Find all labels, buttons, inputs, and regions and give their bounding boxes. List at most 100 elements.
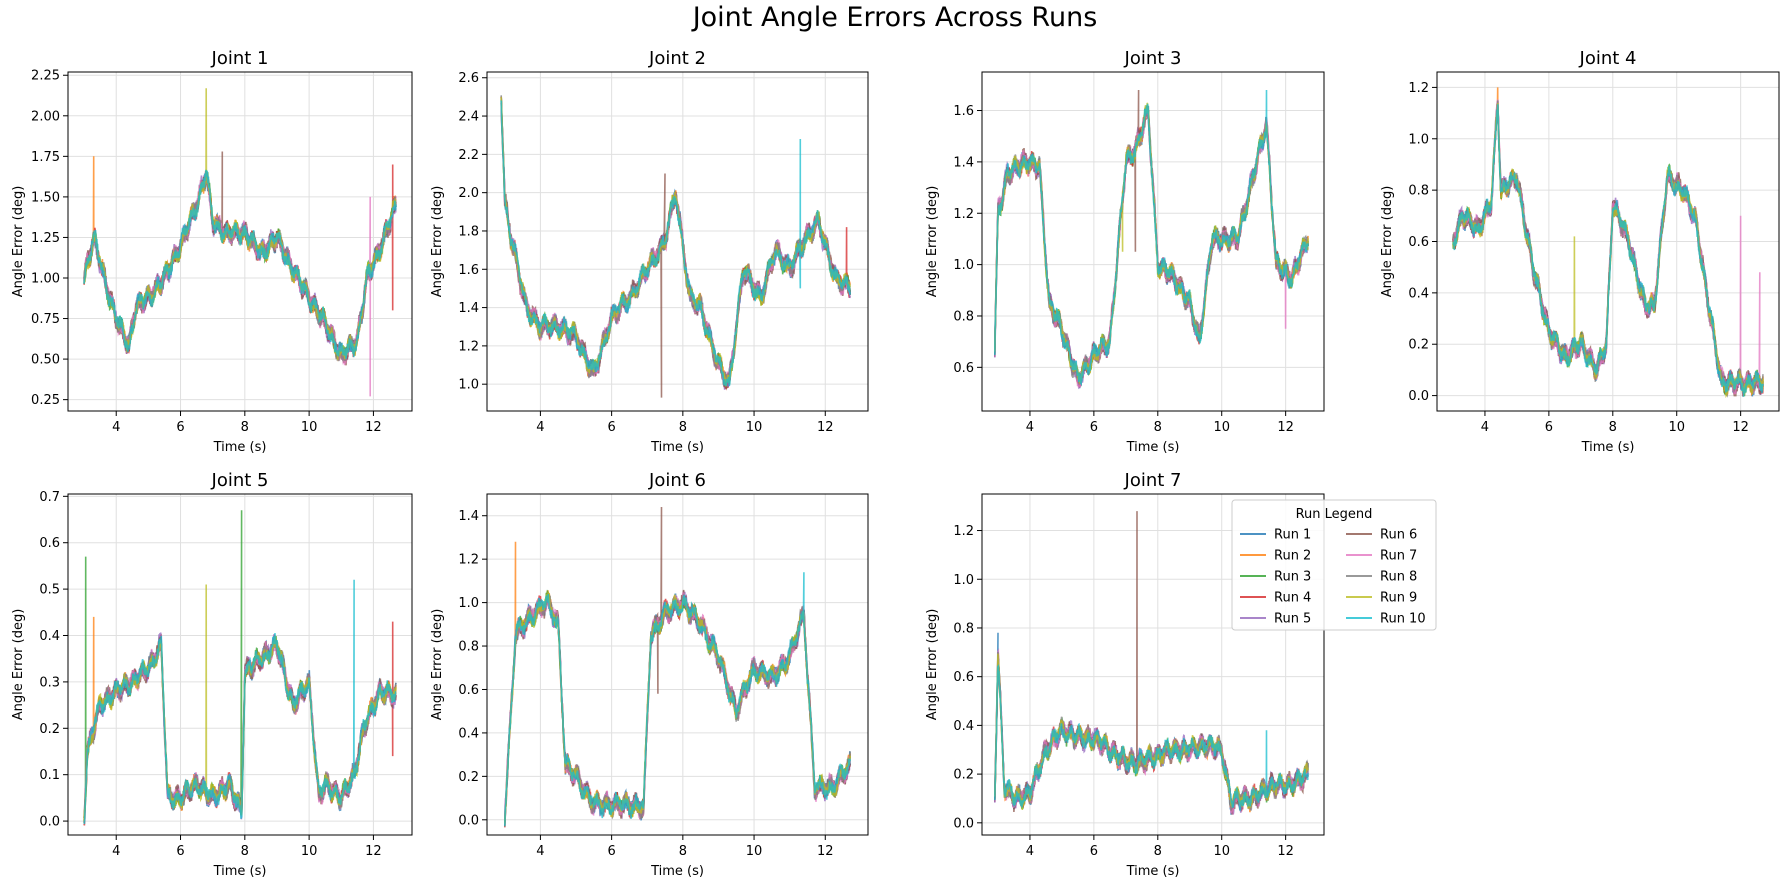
y-tick-label: 1.4 xyxy=(458,301,479,316)
x-tick-label: 8 xyxy=(241,420,249,435)
y-tick-label: 0.5 xyxy=(39,583,60,598)
series-line-run-10 xyxy=(1452,104,1764,398)
series-lines xyxy=(504,506,851,828)
series-line-run-8 xyxy=(500,95,851,384)
x-axis-label: Time (s) xyxy=(1126,864,1180,879)
y-tick-label: 2.25 xyxy=(31,69,60,84)
series-line-run-2 xyxy=(504,541,851,824)
x-tick-label: 10 xyxy=(1213,420,1230,435)
y-tick-label: 1.0 xyxy=(953,573,974,588)
y-tick-label: 1.2 xyxy=(458,553,479,568)
legend-entry: Run 3 xyxy=(1274,570,1311,585)
panel-title: Joint 1 xyxy=(211,48,269,69)
series-line-run-10 xyxy=(83,169,397,359)
y-tick-label: 1.00 xyxy=(31,271,60,286)
panel-title: Joint 5 xyxy=(211,470,269,491)
x-tick-label: 12 xyxy=(817,844,834,859)
x-tick-label: 8 xyxy=(1609,420,1617,435)
x-axis-label: Time (s) xyxy=(650,864,704,879)
y-tick-label: 0.4 xyxy=(1408,286,1429,301)
grid xyxy=(68,494,412,835)
panel-title: Joint 2 xyxy=(648,48,706,69)
series-line-run-6 xyxy=(504,506,851,822)
legend-entry: Run 8 xyxy=(1380,570,1417,585)
y-tick-label: 0.6 xyxy=(953,670,974,685)
series-line-run-10 xyxy=(83,579,397,825)
y-tick-label: 0.2 xyxy=(39,722,60,737)
y-tick-label: 2.6 xyxy=(458,71,479,86)
x-tick-label: 4 xyxy=(1026,844,1034,859)
y-tick-label: 0.7 xyxy=(39,490,60,505)
legend-frame xyxy=(1231,499,1437,631)
y-tick-label: 1.2 xyxy=(458,339,479,354)
y-tick-label: 0.6 xyxy=(458,683,479,698)
y-tick-label: 0.2 xyxy=(953,768,974,783)
y-tick-label: 0.0 xyxy=(458,813,479,828)
y-tick-label: 0.2 xyxy=(1408,338,1429,353)
joint-panel: 4 6 8 10 12 0.0 0.2 0.4 0.6 0.8 1.0 1.2 Time (s) Angl… xyxy=(925,470,1325,879)
y-tick-label: 1.2 xyxy=(1408,81,1429,96)
x-tick-label: 4 xyxy=(112,420,120,435)
y-tick-label: 0.6 xyxy=(953,361,974,376)
y-tick-label: 0.8 xyxy=(458,640,479,655)
x-tick-label: 6 xyxy=(607,844,615,859)
y-tick-label: 0.8 xyxy=(953,309,974,324)
x-tick-label: 6 xyxy=(607,420,615,435)
y-tick-label: 0.75 xyxy=(31,312,60,327)
x-tick-label: 6 xyxy=(176,420,184,435)
y-axis-label: Angle Error (deg) xyxy=(11,609,26,721)
x-axis-label: Time (s) xyxy=(1581,440,1635,455)
plot-frame xyxy=(981,71,1325,412)
plot-frame xyxy=(981,493,1325,836)
y-tick-label: 0.50 xyxy=(31,353,60,368)
grid xyxy=(982,494,1324,835)
panel-title: Joint 7 xyxy=(1124,470,1182,491)
x-tick-label: 4 xyxy=(112,844,120,859)
x-tick-label: 8 xyxy=(241,844,249,859)
y-axis-label: Angle Error (deg) xyxy=(430,186,445,298)
series-lines xyxy=(83,510,397,826)
x-tick-label: 6 xyxy=(1090,844,1098,859)
y-tick-label: 0.0 xyxy=(39,815,60,830)
y-tick-label: 0.4 xyxy=(39,629,60,644)
y-tick-label: 1.8 xyxy=(458,224,479,239)
x-tick-label: 10 xyxy=(1668,420,1685,435)
y-tick-label: 0.25 xyxy=(31,393,60,408)
x-axis-label: Time (s) xyxy=(650,440,704,455)
y-tick-label: 2.2 xyxy=(458,148,479,163)
x-tick-label: 12 xyxy=(365,420,382,435)
y-tick-label: 2.00 xyxy=(31,109,60,124)
x-tick-label: 12 xyxy=(817,420,834,435)
x-tick-label: 10 xyxy=(1213,844,1230,859)
x-axis-label: Time (s) xyxy=(213,440,267,455)
y-axis-label: Angle Error (deg) xyxy=(925,609,940,721)
x-tick-label: 8 xyxy=(1154,420,1162,435)
series-line-run-10 xyxy=(994,664,1309,811)
plot-frame xyxy=(67,493,413,836)
legend-entry: Run 4 xyxy=(1274,591,1311,606)
chart-panels: 4 6 8 10 12 0.25 0.50 0.75 1.00 1.25 1.50 1.75 2.00 2… xyxy=(11,48,1780,879)
y-tick-label: 1.4 xyxy=(458,509,479,524)
x-tick-label: 10 xyxy=(301,420,318,435)
y-tick-label: 0.6 xyxy=(1408,235,1429,250)
y-tick-label: 0.3 xyxy=(39,675,60,690)
x-tick-label: 6 xyxy=(176,844,184,859)
x-tick-label: 10 xyxy=(301,844,318,859)
run-legend: Run Legend Run 1 Run 2 Run 3 Run 4 Run 5 Run 6… xyxy=(1231,499,1437,631)
y-tick-label: 2.0 xyxy=(458,186,479,201)
plot-frame xyxy=(67,71,413,412)
legend-entry: Run 6 xyxy=(1380,528,1417,543)
plot-frame xyxy=(486,493,869,836)
x-tick-label: 8 xyxy=(679,420,687,435)
y-tick-label: 2.4 xyxy=(458,110,479,125)
y-tick-label: 0.4 xyxy=(953,719,974,734)
x-tick-label: 12 xyxy=(365,844,382,859)
y-tick-label: 1.4 xyxy=(953,155,974,170)
panel-title: Joint 3 xyxy=(1124,48,1182,69)
y-axis-label: Angle Error (deg) xyxy=(11,186,26,298)
series-lines xyxy=(994,511,1309,815)
y-tick-label: 1.0 xyxy=(458,596,479,611)
joint-panel: 4 6 8 10 12 0.6 0.8 1.0 1.2 1.4 1.6 Time (s) Angle E… xyxy=(925,48,1325,455)
legend-entry: Run 5 xyxy=(1274,612,1311,627)
